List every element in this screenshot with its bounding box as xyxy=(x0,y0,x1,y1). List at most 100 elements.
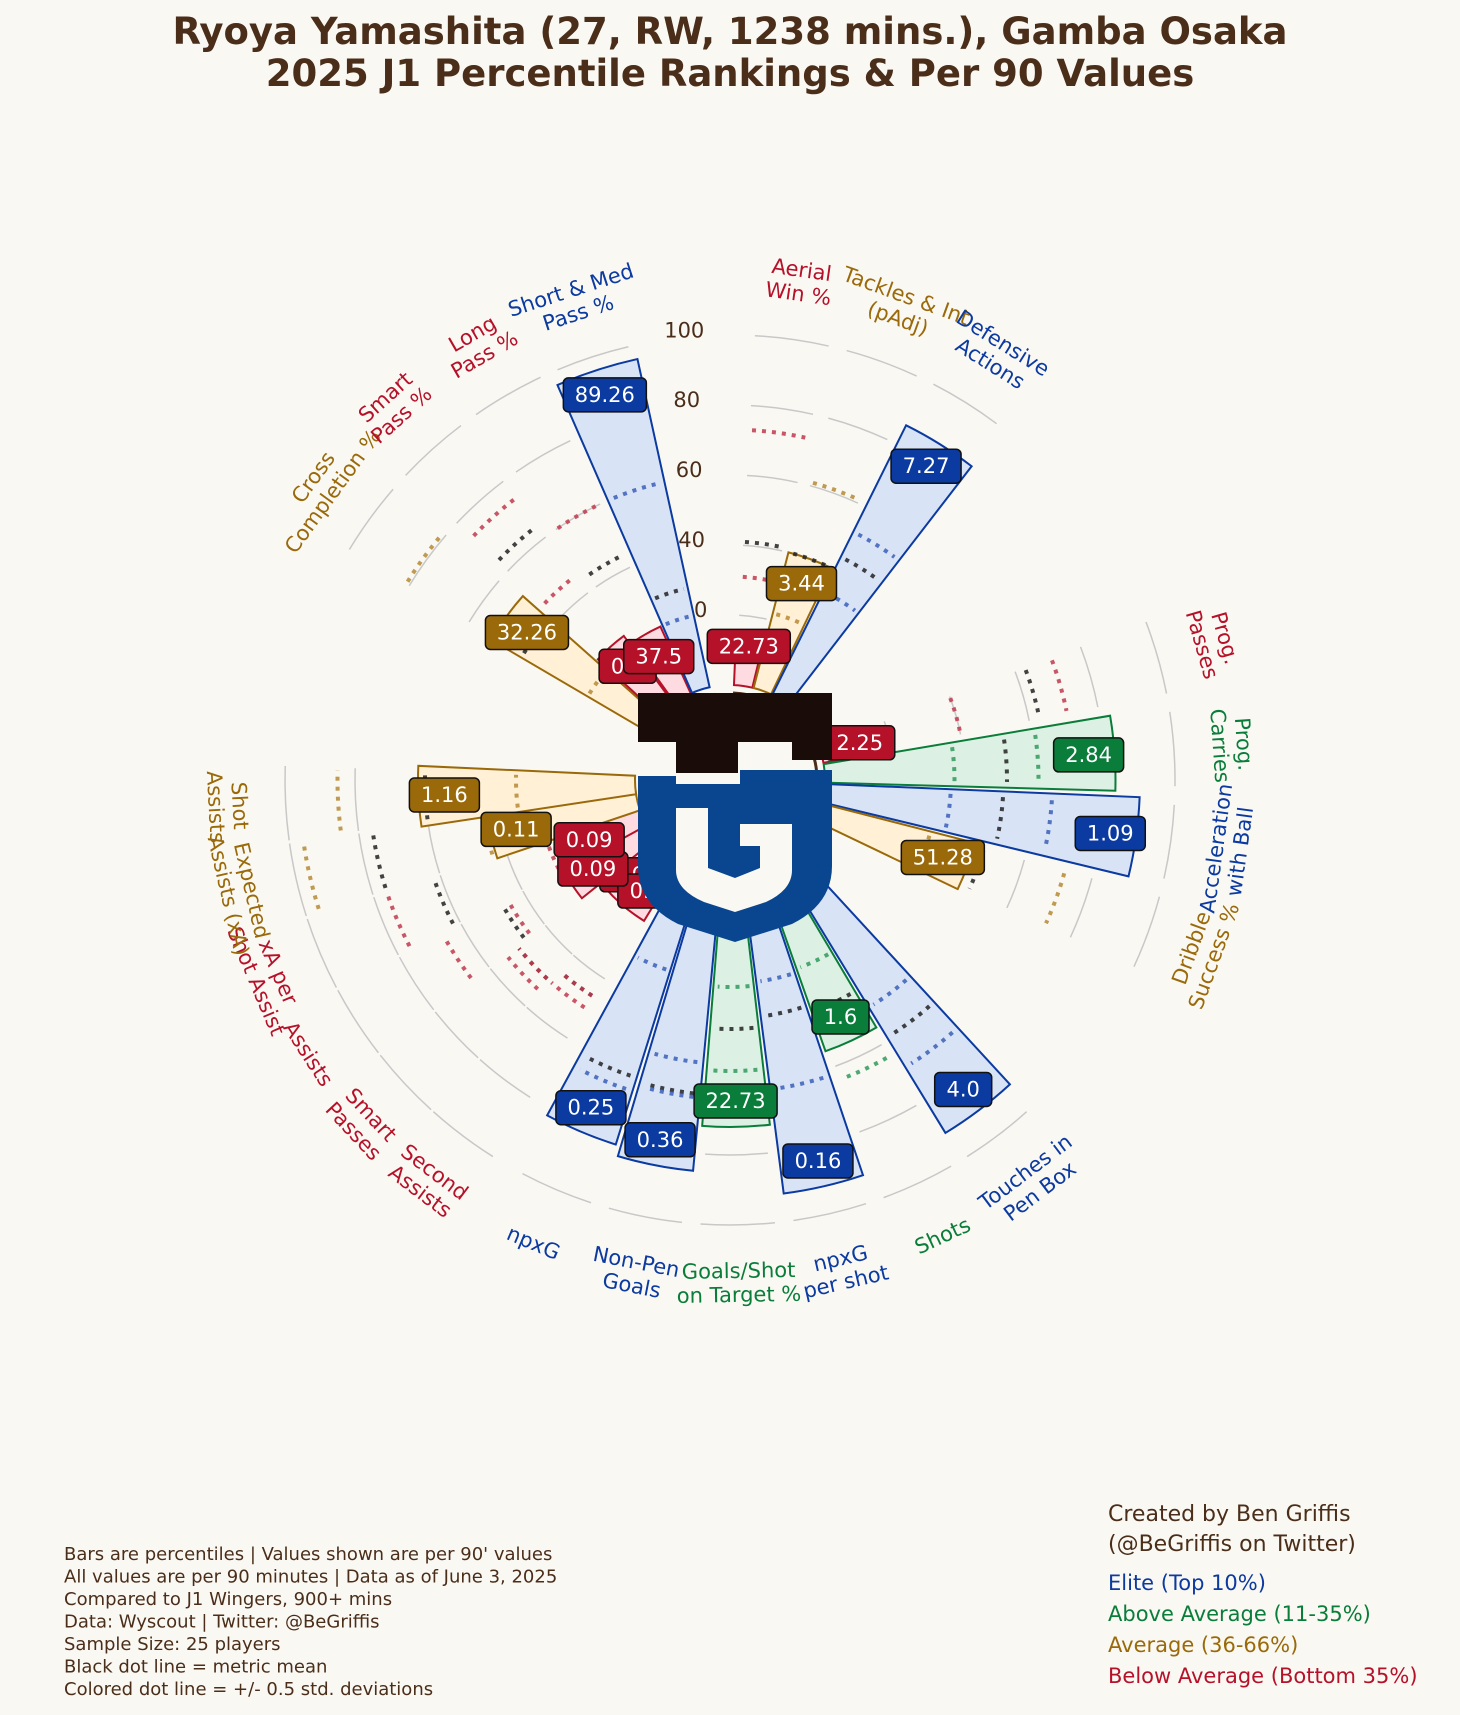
grid-arc xyxy=(883,1165,952,1199)
grid-arc xyxy=(846,349,917,377)
mean-dot-line xyxy=(500,903,526,939)
svg-text:3.44: 3.44 xyxy=(778,572,825,596)
mean-dot-line xyxy=(792,551,828,568)
grid-arc xyxy=(439,875,461,923)
value-label: 1.16 xyxy=(408,777,481,813)
note-line: Data: Wyscout | Twitter: @BeGriffis xyxy=(64,1612,380,1633)
radial-tick-label: 100 xyxy=(664,318,704,342)
grid-arc xyxy=(750,404,814,416)
sd-dot-line-high xyxy=(841,1056,888,1081)
grid-arc xyxy=(427,823,441,874)
legend-entry: Below Average (Bottom 35%) xyxy=(1108,1664,1418,1688)
sd-dot-line-high xyxy=(644,1085,694,1099)
sd-dot-line-low xyxy=(514,774,520,808)
mean-dot-line xyxy=(497,525,537,562)
value-label: 7.27 xyxy=(890,448,962,484)
grid-arc xyxy=(1145,621,1168,694)
mean-dot-line xyxy=(371,833,388,889)
svg-text:22.73: 22.73 xyxy=(719,634,779,658)
grid-arc xyxy=(405,424,462,476)
metric-label: Accelerationwith Ball xyxy=(1195,782,1261,918)
svg-text:89.26: 89.26 xyxy=(575,383,635,407)
svg-text:0.36: 0.36 xyxy=(637,1128,684,1152)
mean-dot-line xyxy=(585,1055,632,1078)
value-label: 1.6 xyxy=(811,999,870,1035)
sd-dot-line-high xyxy=(301,844,321,910)
grid-arc xyxy=(522,890,545,925)
legend-entry: Average (36-66%) xyxy=(1108,1633,1298,1657)
value-label: 37.5 xyxy=(623,638,695,675)
grid-arc xyxy=(793,1202,867,1222)
grid-arc xyxy=(432,1111,494,1158)
value-label: 3.44 xyxy=(765,565,838,602)
grid-arc xyxy=(337,989,379,1054)
sd-dot-line-low xyxy=(717,984,750,989)
svg-text:0.09: 0.09 xyxy=(566,828,613,852)
sd-dot-line-low xyxy=(654,1051,698,1065)
tier-legend: Elite (Top 10%) Above Average (11-35%) Ave… xyxy=(1108,1571,1418,1688)
sd-dot-line-high xyxy=(751,428,806,440)
mean-dot-line xyxy=(891,1004,931,1036)
grid-arc xyxy=(522,1172,592,1204)
metric-label: Short & MedPass % xyxy=(505,259,644,345)
svg-text:1.6: 1.6 xyxy=(824,1005,857,1029)
metric-label: npxG xyxy=(503,1221,563,1265)
grid-arc xyxy=(700,1221,776,1226)
sd-dot-line-high xyxy=(776,1075,824,1091)
grid-arc xyxy=(348,488,394,550)
grid-arc xyxy=(557,346,629,371)
metric-label: DefensiveActions xyxy=(939,305,1053,401)
gamba-osaka-crest-icon xyxy=(638,693,832,942)
grid-arc xyxy=(434,1011,479,1059)
grid-arc xyxy=(526,1006,568,1039)
svg-text:0.25: 0.25 xyxy=(568,1096,615,1120)
value-label: 0.16 xyxy=(782,1143,854,1179)
svg-text:2.84: 2.84 xyxy=(1065,743,1112,767)
mean-dot-line xyxy=(588,553,624,577)
svg-text:2.25: 2.25 xyxy=(836,731,883,755)
sd-dot-line-low xyxy=(665,614,691,627)
metric-label: Goals/Shoton Target % xyxy=(676,1258,801,1308)
mean-dot-line xyxy=(654,587,685,601)
grid-arc xyxy=(835,1044,882,1067)
note-line: Bars are percentiles | Values shown are … xyxy=(64,1544,552,1565)
value-label: 32.26 xyxy=(484,614,570,651)
grid-arc xyxy=(1006,859,1026,909)
grid-arc xyxy=(1069,878,1093,938)
mean-dot-line xyxy=(715,1025,754,1031)
grid-arc xyxy=(479,1058,531,1098)
note-line: Sample Size: 25 players xyxy=(64,1634,281,1655)
chart-title-line-1: Ryoya Yamashita (27, RW, 1238 mins.), Ga… xyxy=(173,10,1288,53)
sd-dot-line-high xyxy=(556,503,600,530)
metric-label: ExpectedAssists (xA) xyxy=(203,828,277,958)
sd-dot-line-low xyxy=(559,970,594,998)
methodology-notes: Bars are percentiles | Values shown are … xyxy=(64,1544,557,1700)
grid-arc xyxy=(460,923,490,968)
sd-dot-line-low xyxy=(872,978,908,1007)
mean-dot-line xyxy=(1023,669,1042,717)
mean-dot-line xyxy=(995,797,1005,840)
note-line: Colored dot line = +/- 0.5 std. deviatio… xyxy=(64,1679,433,1700)
metric-label: LongPass % xyxy=(435,305,522,383)
mean-dot-line xyxy=(522,621,548,655)
grid-arc xyxy=(408,534,447,587)
sd-dot-line-high xyxy=(506,955,540,991)
metric-label: Touches inPen Box xyxy=(974,1129,1091,1234)
radial-tick-label: 40 xyxy=(678,528,705,552)
sd-dot-line-high xyxy=(613,481,659,500)
grid-arc xyxy=(948,696,962,735)
sd-dot-line-low xyxy=(506,899,531,935)
sd-dot-line-low xyxy=(799,952,830,970)
grid-arc xyxy=(754,334,829,347)
grid-arc xyxy=(475,376,541,416)
metric-label: Prog.Passes xyxy=(1181,601,1247,682)
value-label: 2.84 xyxy=(1052,737,1125,773)
grid-arc xyxy=(809,484,859,504)
mean-dot-line xyxy=(765,1005,802,1018)
sd-dot-line-low xyxy=(943,793,953,828)
grid-arc xyxy=(284,765,290,841)
sd-dot-line-low xyxy=(775,612,802,626)
metric-label: AerialWin % xyxy=(764,254,836,311)
svg-text:7.27: 7.27 xyxy=(903,454,950,478)
sd-dot-line-high xyxy=(385,894,412,948)
